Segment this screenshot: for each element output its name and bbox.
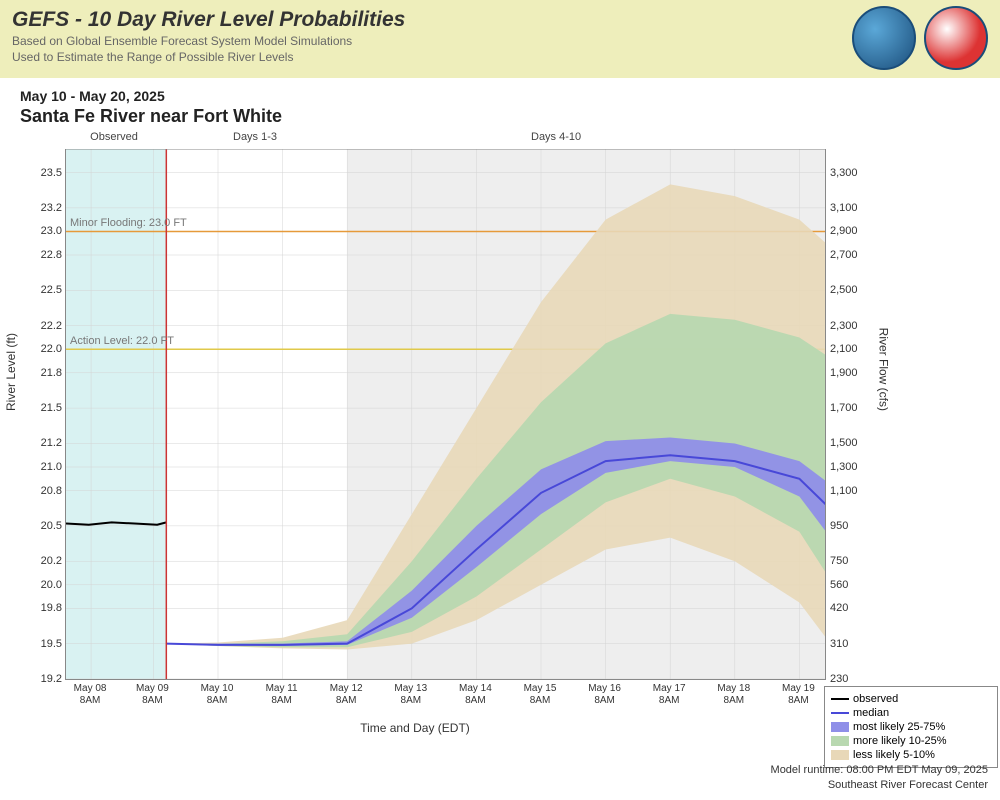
model-runtime: Model runtime: 08:00 PM EDT May 09, 2025 <box>771 763 988 777</box>
y-tick-right: 750 <box>830 555 870 567</box>
y-tick-left: 22.8 <box>24 249 62 261</box>
y-tick-left: 21.0 <box>24 461 62 473</box>
y-tick-right: 3,300 <box>830 167 870 179</box>
y-tick-right: 2,300 <box>830 320 870 332</box>
section-label-days410: Days 4-10 <box>531 131 581 143</box>
y-tick-left: 21.8 <box>24 367 62 379</box>
footer: Model runtime: 08:00 PM EDT May 09, 2025… <box>771 763 988 792</box>
legend-row-median: median <box>831 707 991 719</box>
legend-row-10-25: more likely 10-25% <box>831 735 991 747</box>
legend: observed median most likely 25-75% more … <box>824 686 998 768</box>
legend-label-observed: observed <box>853 693 898 705</box>
y-tick-left: 22.2 <box>24 320 62 332</box>
x-tick: May 168AM <box>580 683 630 707</box>
right-axis-line <box>825 149 826 679</box>
y-tick-left: 22.0 <box>24 343 62 355</box>
y-tick-right: 3,100 <box>830 202 870 214</box>
x-tick: May 158AM <box>515 683 565 707</box>
legend-label-10-25: more likely 10-25% <box>853 735 947 747</box>
header-subtitle-2: Used to Estimate the Range of Possible R… <box>12 50 988 64</box>
x-axis-label: Time and Day (EDT) <box>0 721 830 735</box>
y-tick-right: 310 <box>830 638 870 650</box>
y-axis-left-label: River Level (ft) <box>4 333 18 411</box>
x-tick: May 138AM <box>386 683 436 707</box>
threshold-action-level-label: Action Level: 22.0 FT <box>70 335 174 347</box>
y-tick-right: 2,100 <box>830 343 870 355</box>
date-range: May 10 - May 20, 2025 <box>20 88 1000 104</box>
y-tick-left: 19.5 <box>24 638 62 650</box>
legend-swatch-10-25 <box>831 736 849 746</box>
y-tick-right: 560 <box>830 579 870 591</box>
page-title: GEFS - 10 Day River Level Probabilities <box>12 8 988 32</box>
legend-row-25-75: most likely 25-75% <box>831 721 991 733</box>
legend-row-5-10: less likely 5-10% <box>831 749 991 761</box>
y-tick-left: 19.8 <box>24 602 62 614</box>
y-tick-right: 2,700 <box>830 249 870 261</box>
section-label-observed: Observed <box>90 131 138 143</box>
threshold-minor-flooding-label: Minor Flooding: 23.0 FT <box>70 217 187 229</box>
x-tick: May 188AM <box>709 683 759 707</box>
nws-logo-icon <box>924 6 988 70</box>
y-axis-right-label: River Flow (cfs) <box>876 328 890 411</box>
x-tick: May 128AM <box>321 683 371 707</box>
y-tick-left: 22.5 <box>24 284 62 296</box>
x-tick: May 148AM <box>450 683 500 707</box>
y-tick-left: 23.2 <box>24 202 62 214</box>
y-tick-right: 1,900 <box>830 367 870 379</box>
logo-group <box>852 6 988 70</box>
noaa-logo-icon <box>852 6 916 70</box>
y-tick-right: 1,300 <box>830 461 870 473</box>
legend-swatch-5-10 <box>831 750 849 760</box>
x-tick: May 098AM <box>127 683 177 707</box>
y-tick-right: 2,900 <box>830 225 870 237</box>
y-tick-left: 20.0 <box>24 579 62 591</box>
y-tick-right: 1,100 <box>830 485 870 497</box>
y-tick-left: 23.5 <box>24 167 62 179</box>
y-tick-left: 20.8 <box>24 485 62 497</box>
y-tick-right: 1,700 <box>830 402 870 414</box>
x-tick: May 088AM <box>65 683 115 707</box>
section-label-days13: Days 1-3 <box>233 131 277 143</box>
chart-area: Observed Days 1-3 Days 4-10 River Level … <box>0 131 1000 741</box>
legend-row-observed: observed <box>831 693 991 705</box>
y-tick-right: 2,500 <box>830 284 870 296</box>
legend-label-median: median <box>853 707 889 719</box>
y-tick-left: 19.2 <box>24 673 62 685</box>
legend-label-5-10: less likely 5-10% <box>853 749 935 761</box>
location-title: Santa Fe River near Fort White <box>20 106 1000 127</box>
x-tick: May 198AM <box>773 683 823 707</box>
y-tick-left: 20.5 <box>24 520 62 532</box>
subheader: May 10 - May 20, 2025 Santa Fe River nea… <box>0 78 1000 131</box>
legend-swatch-median <box>831 712 849 714</box>
x-tick: May 178AM <box>644 683 694 707</box>
y-tick-left: 23.0 <box>24 225 62 237</box>
legend-swatch-observed <box>831 698 849 700</box>
y-tick-left: 21.2 <box>24 437 62 449</box>
y-tick-right: 230 <box>830 673 870 685</box>
legend-swatch-25-75 <box>831 722 849 732</box>
y-tick-right: 420 <box>830 602 870 614</box>
legend-label-25-75: most likely 25-75% <box>853 721 945 733</box>
x-tick: May 108AM <box>192 683 242 707</box>
y-tick-left: 20.2 <box>24 555 62 567</box>
header-banner: GEFS - 10 Day River Level Probabilities … <box>0 0 1000 78</box>
x-tick: May 118AM <box>257 683 307 707</box>
forecast-center: Southeast River Forecast Center <box>771 778 988 792</box>
y-tick-left: 21.5 <box>24 402 62 414</box>
y-tick-right: 1,500 <box>830 437 870 449</box>
header-subtitle-1: Based on Global Ensemble Forecast System… <box>12 34 988 48</box>
y-tick-right: 950 <box>830 520 870 532</box>
